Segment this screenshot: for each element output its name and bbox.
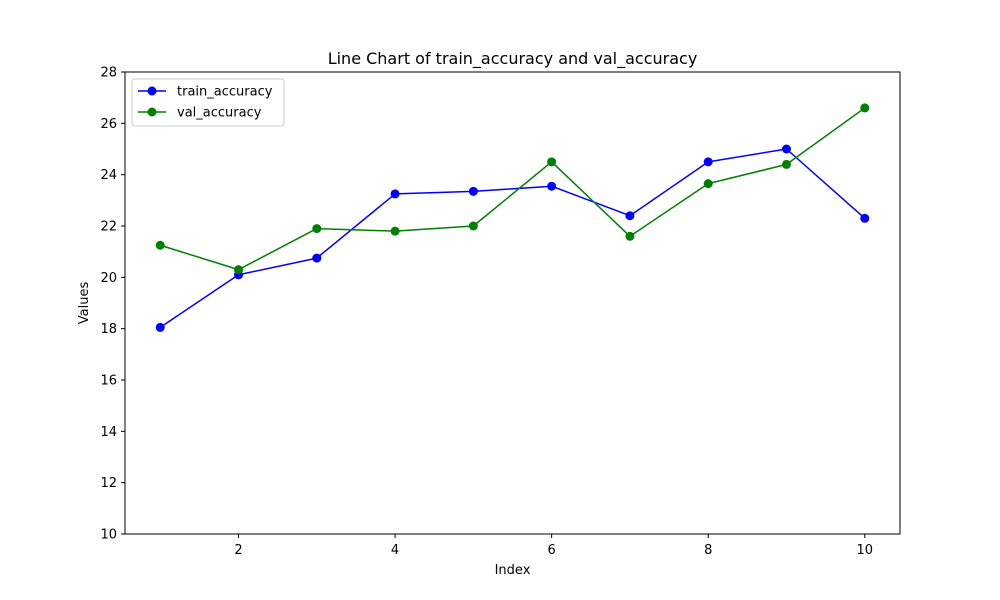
data-point — [234, 265, 244, 275]
chart-title: Line Chart of train_accuracy and val_acc… — [328, 49, 698, 69]
y-tick-label: 10 — [100, 528, 117, 543]
x-tick-label: 6 — [548, 543, 556, 558]
data-point — [625, 211, 635, 221]
y-tick-label: 24 — [100, 168, 117, 183]
y-tick-label: 18 — [100, 322, 117, 337]
x-tick-label: 2 — [234, 543, 242, 558]
y-axis: 10 12 14 16 18 20 22 24 26 28 — [100, 66, 125, 543]
y-tick-label: 16 — [100, 374, 117, 389]
x-tick-label: 4 — [391, 543, 399, 558]
legend-marker-swatch — [147, 86, 157, 96]
y-axis-label: Values — [77, 282, 92, 325]
data-point — [468, 221, 478, 231]
series-line — [159, 148, 866, 329]
y-tick-label: 14 — [100, 425, 117, 440]
data-point — [468, 186, 478, 196]
plot-frame — [124, 71, 901, 535]
legend-label: val_accuracy — [177, 106, 262, 121]
data-point — [312, 253, 322, 263]
series-val-accuracy — [155, 103, 870, 275]
data-point — [547, 157, 557, 167]
y-tick-label: 22 — [100, 220, 117, 235]
legend: train_accuracy val_accuracy — [131, 78, 285, 127]
x-axis: 2 4 6 8 10 — [234, 534, 873, 558]
x-axis-label: Index — [495, 563, 531, 578]
data-point — [547, 181, 557, 191]
data-point — [703, 179, 713, 189]
data-point — [155, 240, 165, 250]
plot-area — [124, 71, 901, 535]
series-line — [160, 107, 866, 271]
data-point — [155, 322, 165, 332]
data-point — [390, 226, 400, 236]
y-tick-label: 26 — [100, 117, 117, 132]
data-point — [781, 159, 791, 169]
legend-marker-swatch — [147, 107, 157, 117]
data-point — [625, 231, 635, 241]
legend-label: train_accuracy — [177, 85, 273, 100]
data-point — [860, 103, 870, 113]
y-tick-label: 28 — [100, 66, 117, 81]
data-point — [312, 224, 322, 234]
y-tick-label: 20 — [100, 271, 117, 286]
data-point — [860, 213, 870, 223]
data-point — [781, 144, 791, 154]
legend-frame — [131, 78, 285, 127]
data-point — [703, 157, 713, 167]
data-point — [390, 189, 400, 199]
x-tick-label: 10 — [856, 543, 873, 558]
series-train-accuracy — [155, 144, 870, 332]
y-tick-label: 12 — [100, 476, 117, 491]
x-tick-label: 8 — [704, 543, 712, 558]
series-layer — [155, 103, 870, 332]
